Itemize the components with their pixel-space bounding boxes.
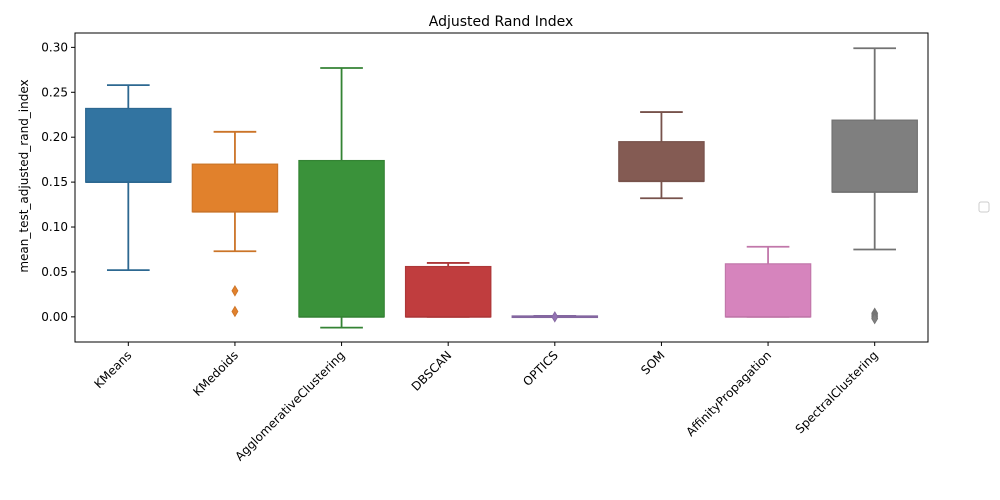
box-iqr [191, 163, 279, 213]
x-tick-label: KMeans [91, 348, 134, 391]
x-tick-label: SpectralClustering [793, 348, 881, 436]
y-tick-label: 0.25 [41, 85, 68, 99]
x-tick-label: AgglomerativeClustering [232, 348, 347, 463]
y-tick-label: 0.00 [41, 310, 68, 324]
y-axis-label: mean_test_adjusted_rand_index [17, 79, 31, 272]
box-group [511, 311, 599, 323]
outlier-point [231, 305, 239, 318]
outlier-point [871, 312, 879, 325]
y-tick-label: 0.30 [41, 40, 68, 54]
x-tick-label: KMedoids [190, 348, 241, 399]
box-group [724, 245, 812, 318]
x-tick-label: SOM [638, 348, 667, 377]
y-tick-label: 0.05 [41, 265, 68, 279]
box-iqr [724, 263, 812, 318]
legend-box [978, 201, 990, 213]
box-iqr [85, 107, 172, 183]
box-group [85, 84, 172, 272]
box-group [191, 130, 279, 318]
box-iqr [404, 265, 492, 318]
box-iqr [298, 159, 385, 318]
x-tick-label: DBSCAN [409, 348, 455, 394]
box-iqr [831, 119, 918, 193]
x-tick-label: AffinityPropagation [683, 348, 774, 439]
box-group [404, 262, 492, 318]
box-group [831, 47, 918, 325]
y-tick-label: 0.15 [41, 175, 68, 189]
plot-area [85, 47, 918, 329]
y-tick-label: 0.20 [41, 130, 68, 144]
y-axis-ticks: 0.00 0.05 0.10 0.15 0.20 0.25 0.30 [41, 40, 75, 324]
outlier-point [551, 311, 559, 323]
y-tick-label: 0.10 [41, 220, 68, 234]
chart-title: Adjusted Rand Index [429, 14, 573, 30]
box-iqr [618, 141, 705, 182]
x-tick-label: OPTICS [520, 348, 561, 389]
box-group [618, 111, 705, 200]
plot-frame [74, 32, 929, 343]
box-group [298, 67, 385, 329]
outlier-point [231, 285, 239, 297]
